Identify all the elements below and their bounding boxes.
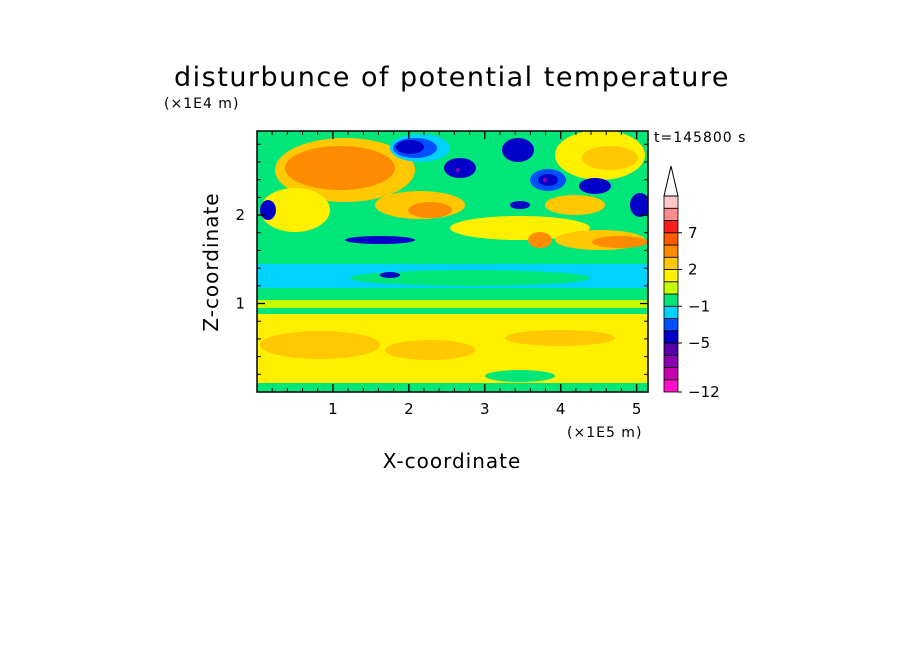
x-tick-label: 4 (556, 400, 566, 418)
x-tick-label: 1 (328, 400, 338, 418)
y-scale-label: (×1E4 m) (164, 96, 239, 112)
colorbar-swatch (663, 232, 679, 246)
colorbar-extend-arrow (663, 165, 679, 197)
colorbar-label: −1 (688, 297, 710, 315)
x-axis-label: X-coordinate (383, 449, 522, 473)
colorbar-label: 2 (688, 261, 698, 279)
colorbar-swatch (663, 354, 679, 368)
colorbar-swatch (663, 318, 679, 332)
y-tick-label: 2 (235, 206, 245, 224)
colorbar-swatch (663, 195, 679, 209)
colorbar-swatch (663, 293, 679, 307)
colorbar-swatch (663, 244, 679, 258)
colorbar-swatch (663, 342, 679, 356)
colorbar-swatch (663, 220, 679, 234)
y-axis-label: Z-coordinate (199, 192, 223, 331)
colorbar-swatch (663, 269, 679, 283)
colorbar-swatch (663, 379, 679, 393)
colorbar-swatch (663, 207, 679, 221)
colorbar-swatch (663, 330, 679, 344)
colorbar-swatch (663, 367, 679, 381)
x-tick-label: 5 (632, 400, 642, 418)
colorbar-swatch (663, 256, 679, 270)
colorbar-label: −12 (688, 383, 720, 401)
chart-title: disturbunce of potential temperature (174, 62, 730, 93)
colorbar-swatch (663, 305, 679, 319)
time-label: t=145800 s (654, 130, 746, 146)
potential-temperature-field (257, 131, 648, 392)
x-tick-label: 2 (404, 400, 414, 418)
x-tick-label: 3 (480, 400, 490, 418)
axis-ticks (257, 131, 648, 392)
colorbar-swatch (663, 281, 679, 295)
y-tick-label: 1 (235, 295, 245, 313)
x-scale-label: (×1E5 m) (567, 425, 642, 441)
colorbar: −12−5−127 (663, 165, 720, 401)
colorbar-label: −5 (688, 334, 710, 352)
colorbar-label: 7 (688, 224, 698, 242)
plot-frame (256, 130, 649, 393)
